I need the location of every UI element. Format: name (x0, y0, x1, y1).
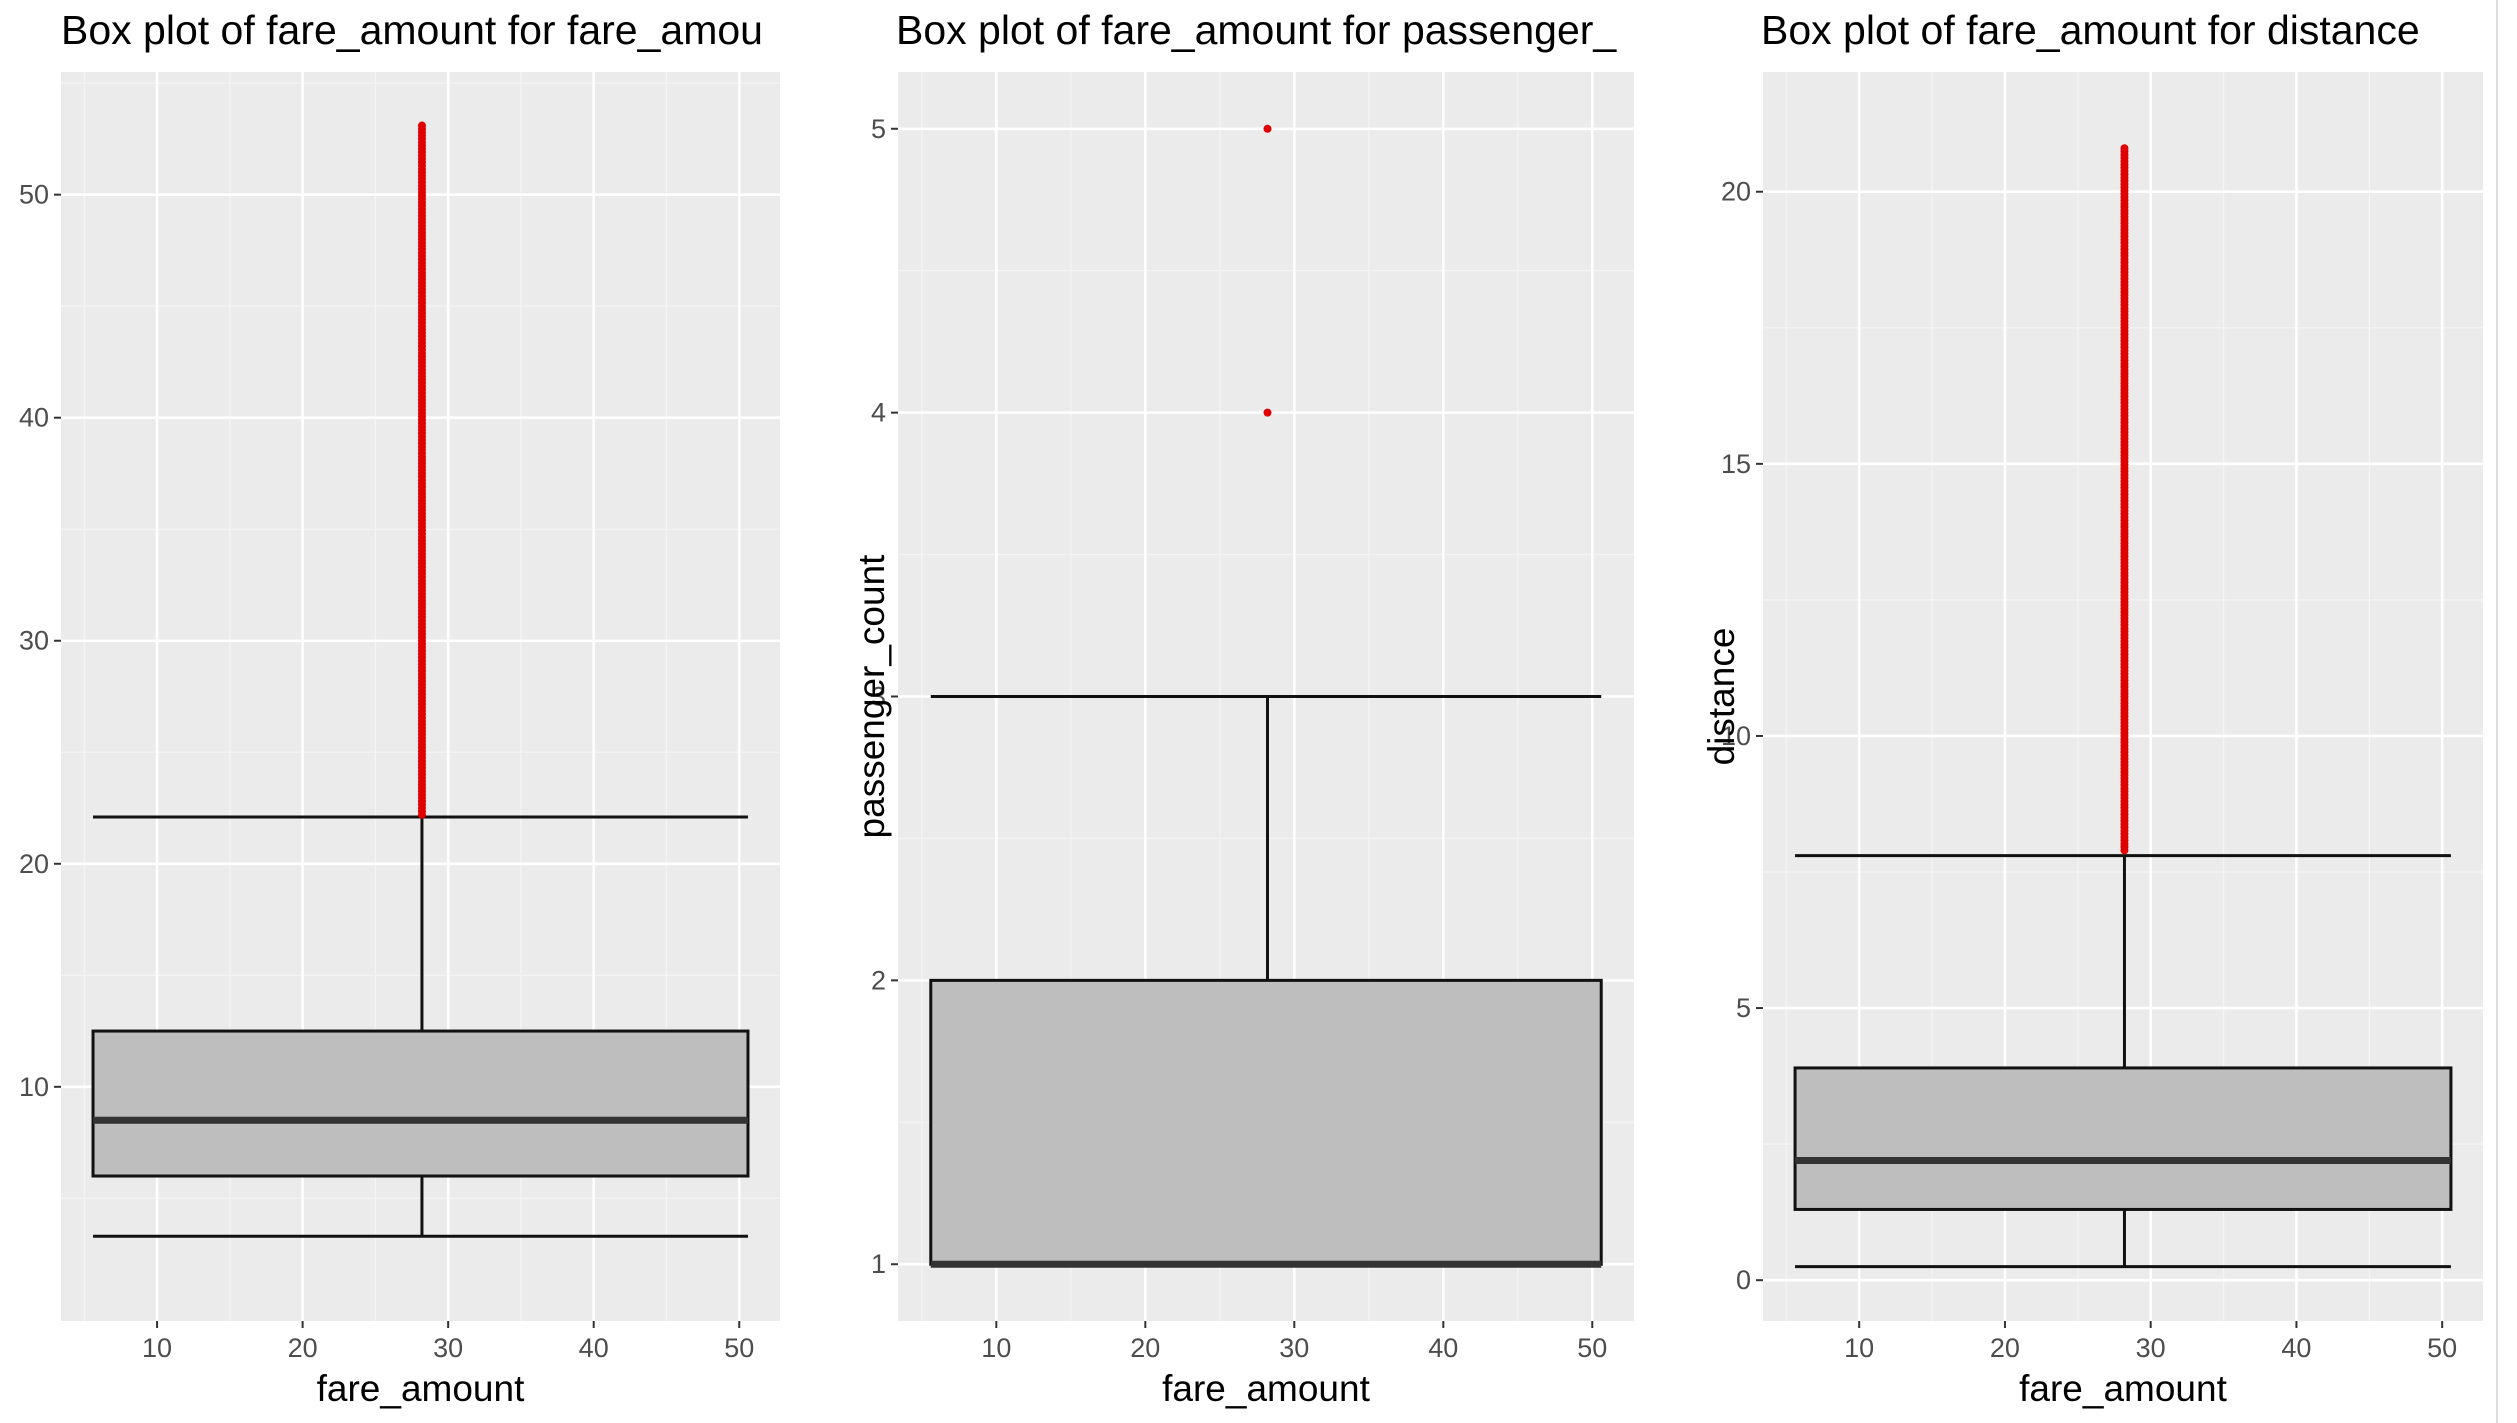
y-tick-label: 5 (1736, 993, 1751, 1023)
y-tick-label: 10 (19, 1072, 49, 1102)
panel-title: Box plot of fare_amount for passenger_ (896, 7, 1617, 53)
x-tick-label: 50 (2427, 1333, 2457, 1363)
x-axis-label: fare_amount (317, 1368, 525, 1409)
y-tick-label: 30 (19, 626, 49, 656)
iqr-box (929, 978, 1603, 1266)
y-axis-label: distance (1701, 628, 1742, 766)
y-tick-label: 15 (1721, 449, 1751, 479)
x-tick-label: 30 (2136, 1333, 2166, 1363)
x-tick-label: 20 (1990, 1333, 2020, 1363)
y-tick-label: 40 (19, 403, 49, 433)
outlier-point (2120, 144, 2129, 153)
y-tick-label: 4 (871, 398, 886, 428)
x-tick-label: 40 (2281, 1333, 2311, 1363)
x-axis-label: fare_amount (1162, 1368, 1370, 1409)
outlier-point (417, 121, 426, 130)
y-tick-label: 5 (871, 114, 886, 144)
x-tick-label: 40 (1428, 1333, 1458, 1363)
x-tick-label: 10 (142, 1333, 172, 1363)
outlier-points (1263, 124, 1272, 417)
y-tick-label: 20 (1721, 177, 1751, 207)
y-axis-label: passenger_count (851, 554, 892, 839)
chart-panel-3: Box plot of fare_amount for distance 10 20… (1701, 7, 2483, 1409)
x-tick-label: 30 (433, 1333, 463, 1363)
x-tick-label: 10 (1844, 1333, 1874, 1363)
y-tick-label: 20 (19, 849, 49, 879)
chart-panel-1: Box plot of fare_amount for fare_amou 10 2… (19, 7, 780, 1409)
iqr-box (91, 1029, 750, 1178)
y-tick-label: 3 (871, 682, 886, 712)
outlier-points (417, 121, 426, 819)
outlier-point (1263, 408, 1272, 417)
y-tick-label: 10 (1721, 721, 1751, 751)
x-tick-label: 10 (981, 1333, 1011, 1363)
x-axis-label: fare_amount (2019, 1368, 2227, 1409)
x-tick-label: 20 (1130, 1333, 1160, 1363)
x-tick-label: 40 (579, 1333, 609, 1363)
y-tick-label: 1 (871, 1249, 886, 1279)
window-edge (2497, 0, 2517, 1423)
y-tick-label: 50 (19, 180, 49, 210)
x-tick-label: 20 (288, 1333, 318, 1363)
chart-panel-2: Box plot of fare_amount for passenger_ 10… (851, 7, 1634, 1409)
y-tick-label: 2 (871, 965, 886, 995)
panel-title: Box plot of fare_amount for distance (1761, 7, 2420, 53)
outlier-points (2120, 144, 2129, 855)
iqr-box (1793, 1066, 2453, 1211)
outlier-point (1263, 124, 1272, 133)
y-tick-label: 0 (1736, 1265, 1751, 1295)
x-tick-label: 30 (1279, 1333, 1309, 1363)
x-tick-label: 50 (1577, 1333, 1607, 1363)
panel-title: Box plot of fare_amount for fare_amou (61, 7, 763, 53)
x-tick-label: 50 (724, 1333, 754, 1363)
